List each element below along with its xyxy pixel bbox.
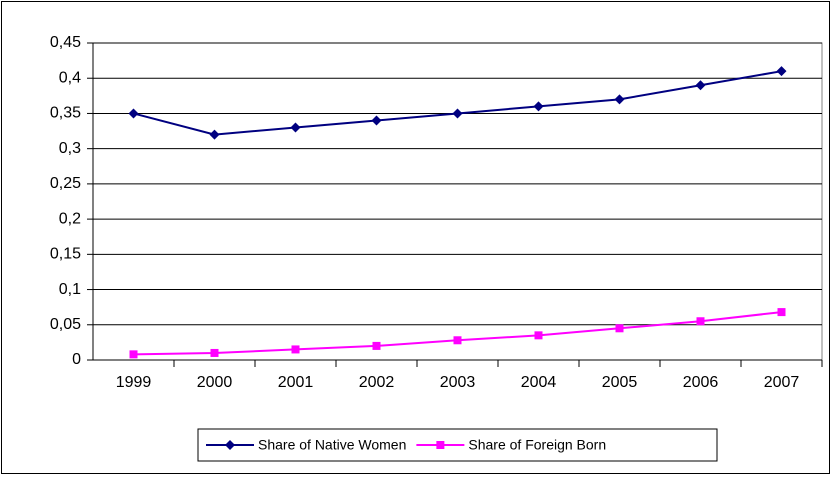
marker <box>695 80 706 91</box>
marker <box>290 122 301 133</box>
x-tick-label: 2006 <box>683 374 719 391</box>
x-tick-label: 2005 <box>602 374 638 391</box>
y-tick-label: 0,1 <box>59 281 81 298</box>
y-tick-label: 0,35 <box>50 105 81 122</box>
y-tick-label: 0,25 <box>50 175 81 192</box>
x-tick-label: 1999 <box>116 374 152 391</box>
marker <box>614 94 625 105</box>
marker <box>453 336 462 345</box>
marker <box>210 348 219 357</box>
x-tick-label: 2007 <box>764 374 800 391</box>
marker <box>371 115 382 126</box>
y-tick-label: 0,3 <box>59 140 81 157</box>
marker <box>209 129 220 140</box>
x-tick-label: 2000 <box>197 374 233 391</box>
y-tick-label: 0,05 <box>50 316 81 333</box>
marker <box>291 345 300 354</box>
y-tick-label: 0,4 <box>59 69 81 86</box>
x-tick-label: 2002 <box>359 374 395 391</box>
marker <box>777 308 786 317</box>
x-tick-label: 2001 <box>278 374 314 391</box>
marker <box>615 324 624 333</box>
marker <box>776 66 787 77</box>
marker <box>436 441 445 449</box>
y-tick-label: 0,15 <box>50 246 81 263</box>
legend-label: Share of Native Women <box>258 437 406 453</box>
marker <box>452 108 463 119</box>
marker <box>129 350 138 359</box>
marker <box>372 341 381 350</box>
marker <box>534 331 543 340</box>
marker <box>696 317 705 326</box>
marker <box>225 440 235 450</box>
y-tick-label: 0 <box>72 351 81 368</box>
marker <box>128 108 139 119</box>
chart-border <box>1 1 830 474</box>
legend-label: Share of Foreign Born <box>468 437 606 453</box>
y-tick-label: 0,2 <box>59 210 81 227</box>
y-tick-label: 0,45 <box>50 34 81 51</box>
x-tick-label: 2003 <box>440 374 476 391</box>
marker <box>533 101 544 112</box>
x-tick-label: 2004 <box>521 374 557 391</box>
